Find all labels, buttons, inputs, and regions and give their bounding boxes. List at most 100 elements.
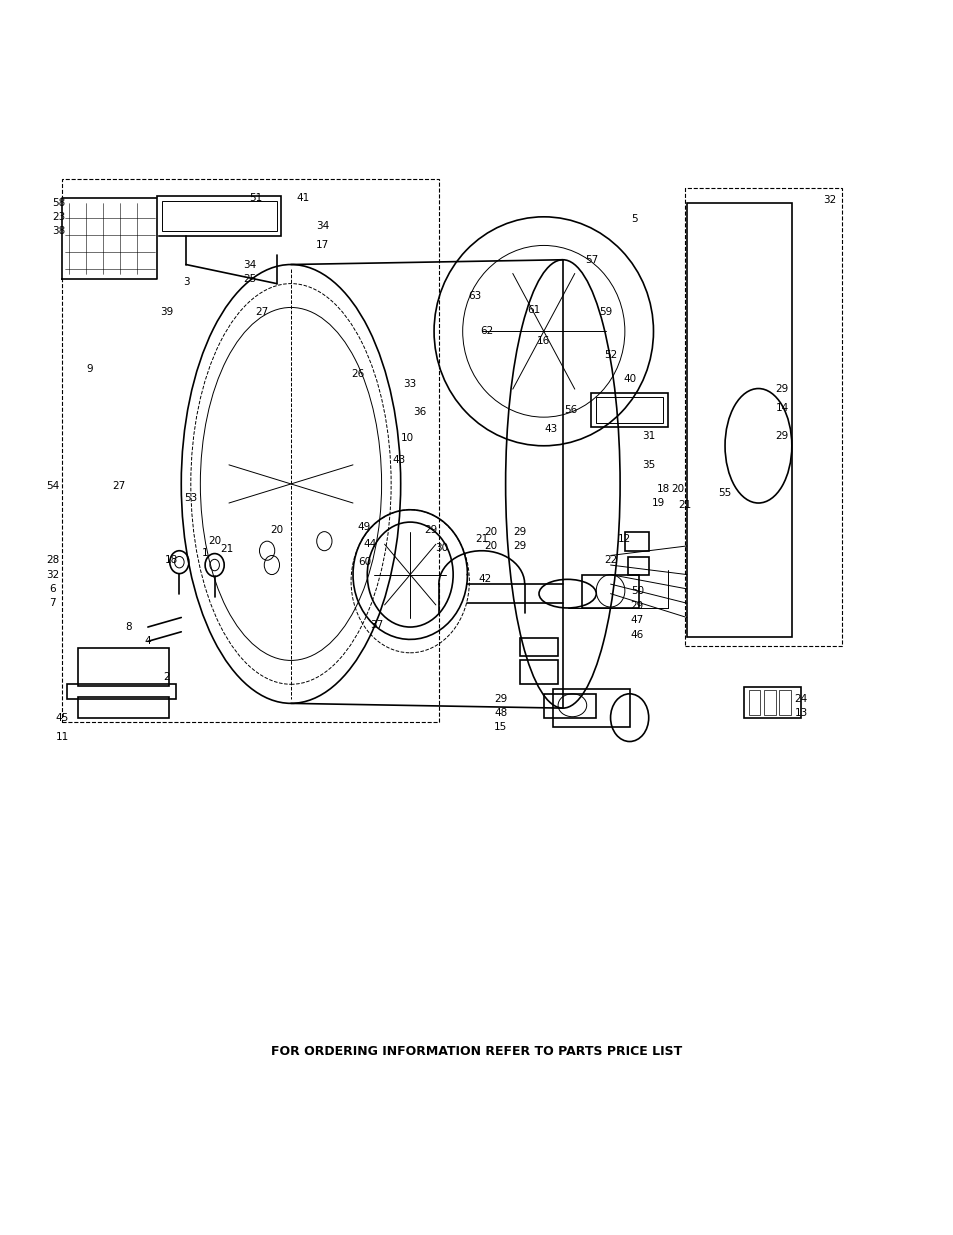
Text: 20: 20 xyxy=(484,526,497,537)
Text: 53: 53 xyxy=(184,493,197,503)
Text: 29: 29 xyxy=(630,601,643,611)
Text: 20: 20 xyxy=(208,536,221,546)
Text: 10: 10 xyxy=(400,433,414,443)
Bar xyxy=(624,531,648,551)
Text: 50: 50 xyxy=(630,585,643,595)
Text: 28: 28 xyxy=(46,556,59,566)
Text: 30: 30 xyxy=(435,543,448,553)
Text: 45: 45 xyxy=(55,713,69,722)
Text: 61: 61 xyxy=(527,305,540,315)
Bar xyxy=(78,697,169,718)
Text: 22: 22 xyxy=(603,556,617,566)
Text: 7: 7 xyxy=(50,598,55,608)
Text: 31: 31 xyxy=(641,431,655,441)
Text: 23: 23 xyxy=(52,212,66,222)
Text: 20: 20 xyxy=(484,541,497,551)
Text: 34: 34 xyxy=(315,221,329,231)
Text: 29: 29 xyxy=(494,694,507,704)
Bar xyxy=(591,393,667,427)
Text: 5: 5 xyxy=(631,214,637,224)
Bar xyxy=(519,661,558,684)
Text: 18: 18 xyxy=(165,556,178,566)
Text: 13: 13 xyxy=(794,708,807,718)
Text: 52: 52 xyxy=(603,351,617,361)
Text: 2: 2 xyxy=(164,672,170,682)
Text: 21: 21 xyxy=(220,543,233,553)
Text: 43: 43 xyxy=(544,424,558,433)
Text: 47: 47 xyxy=(630,615,643,625)
Text: 54: 54 xyxy=(46,480,59,490)
Bar xyxy=(684,188,841,646)
Text: 27: 27 xyxy=(255,308,269,317)
Bar xyxy=(157,196,281,236)
Bar xyxy=(78,648,169,687)
Text: 29: 29 xyxy=(513,526,526,537)
Text: 42: 42 xyxy=(477,574,491,584)
Text: 20: 20 xyxy=(270,525,283,535)
Bar xyxy=(67,684,176,699)
Text: 40: 40 xyxy=(622,374,636,384)
Text: 34: 34 xyxy=(243,259,256,269)
Bar xyxy=(779,690,790,715)
Bar xyxy=(686,203,791,636)
Text: 21: 21 xyxy=(475,535,488,545)
Text: 51: 51 xyxy=(249,193,262,203)
Text: 11: 11 xyxy=(55,732,69,742)
Text: 55: 55 xyxy=(718,489,731,499)
Text: 14: 14 xyxy=(775,403,788,412)
Text: 41: 41 xyxy=(296,193,310,203)
Text: 9: 9 xyxy=(87,364,92,374)
Bar xyxy=(763,690,775,715)
Text: 33: 33 xyxy=(403,379,416,389)
Text: 46: 46 xyxy=(630,630,643,640)
Bar xyxy=(627,557,648,574)
Text: 17: 17 xyxy=(315,241,329,251)
Bar xyxy=(553,689,629,727)
Text: 24: 24 xyxy=(794,694,807,704)
Text: 38: 38 xyxy=(52,226,66,236)
Text: 29: 29 xyxy=(775,431,788,441)
Text: 26: 26 xyxy=(351,369,364,379)
Text: 43: 43 xyxy=(392,454,405,466)
Text: 48: 48 xyxy=(494,708,507,718)
Text: 44: 44 xyxy=(363,538,376,550)
Bar xyxy=(543,694,596,718)
Bar xyxy=(748,690,760,715)
Bar xyxy=(62,179,438,722)
Text: 56: 56 xyxy=(563,405,577,415)
Text: 29: 29 xyxy=(775,384,788,394)
Text: 49: 49 xyxy=(357,522,371,532)
Text: 37: 37 xyxy=(370,620,383,630)
Bar xyxy=(596,398,662,422)
Text: 59: 59 xyxy=(598,308,612,317)
Text: 32: 32 xyxy=(822,195,836,205)
Text: 29: 29 xyxy=(513,541,526,551)
Text: 57: 57 xyxy=(584,254,598,264)
Text: 32: 32 xyxy=(46,569,59,579)
Text: 19: 19 xyxy=(651,498,664,508)
Text: 15: 15 xyxy=(494,722,507,732)
Text: 62: 62 xyxy=(479,326,493,336)
Text: 25: 25 xyxy=(243,274,256,284)
Text: 36: 36 xyxy=(413,408,426,417)
Text: 27: 27 xyxy=(112,480,126,490)
Text: 20: 20 xyxy=(670,484,683,494)
Text: 3: 3 xyxy=(183,277,189,287)
Text: 8: 8 xyxy=(126,622,132,632)
Text: FOR ORDERING INFORMATION REFER TO PARTS PRICE LIST: FOR ORDERING INFORMATION REFER TO PARTS … xyxy=(271,1045,682,1058)
Bar xyxy=(162,200,276,231)
Text: 60: 60 xyxy=(357,557,371,567)
Text: 35: 35 xyxy=(641,459,655,469)
Text: 18: 18 xyxy=(656,484,669,494)
Text: 12: 12 xyxy=(618,535,631,545)
Polygon shape xyxy=(62,198,157,279)
Text: 29: 29 xyxy=(424,525,437,535)
Text: 16: 16 xyxy=(537,336,550,346)
Bar xyxy=(743,687,801,718)
Bar xyxy=(581,574,639,608)
Text: 63: 63 xyxy=(468,291,481,301)
Bar xyxy=(519,638,558,656)
Text: 6: 6 xyxy=(50,584,55,594)
Text: 39: 39 xyxy=(160,308,173,317)
Text: 1: 1 xyxy=(202,547,208,558)
